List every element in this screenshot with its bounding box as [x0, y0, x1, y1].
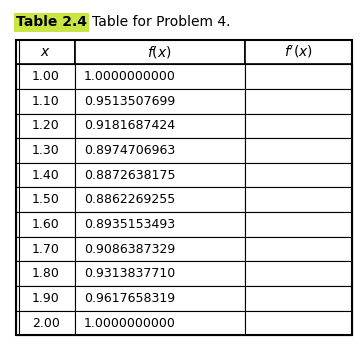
Text: 0.9617658319: 0.9617658319 — [84, 292, 175, 305]
Text: 1.00: 1.00 — [32, 70, 60, 83]
Text: $f'(x)$: $f'(x)$ — [284, 44, 313, 60]
Text: Table for Problem 4.: Table for Problem 4. — [92, 15, 231, 30]
Text: 0.8862269255: 0.8862269255 — [84, 193, 175, 206]
Text: 1.70: 1.70 — [32, 243, 60, 256]
Text: 1.10: 1.10 — [32, 95, 60, 108]
Text: 0.9313837710: 0.9313837710 — [84, 267, 175, 280]
Text: 0.9181687424: 0.9181687424 — [84, 119, 175, 132]
Text: 1.80: 1.80 — [32, 267, 60, 280]
Text: 1.0000000000: 1.0000000000 — [84, 316, 176, 330]
Text: $f(x)$: $f(x)$ — [147, 44, 172, 60]
Text: 1.90: 1.90 — [32, 292, 60, 305]
Text: 1.30: 1.30 — [32, 144, 60, 157]
Text: Table 2.4: Table 2.4 — [16, 15, 87, 30]
Text: 0.8935153493: 0.8935153493 — [84, 218, 175, 231]
Text: 1.40: 1.40 — [32, 169, 60, 182]
Text: 1.20: 1.20 — [32, 119, 60, 132]
Text: 2.00: 2.00 — [32, 316, 60, 330]
Text: 1.0000000000: 1.0000000000 — [84, 70, 176, 83]
Text: 0.9086387329: 0.9086387329 — [84, 243, 175, 256]
Text: 0.8872638175: 0.8872638175 — [84, 169, 175, 182]
Text: $x$: $x$ — [40, 45, 51, 59]
Text: 1.60: 1.60 — [32, 218, 60, 231]
Text: 0.8974706963: 0.8974706963 — [84, 144, 175, 157]
Text: 1.50: 1.50 — [32, 193, 60, 206]
Text: 0.9513507699: 0.9513507699 — [84, 95, 175, 108]
